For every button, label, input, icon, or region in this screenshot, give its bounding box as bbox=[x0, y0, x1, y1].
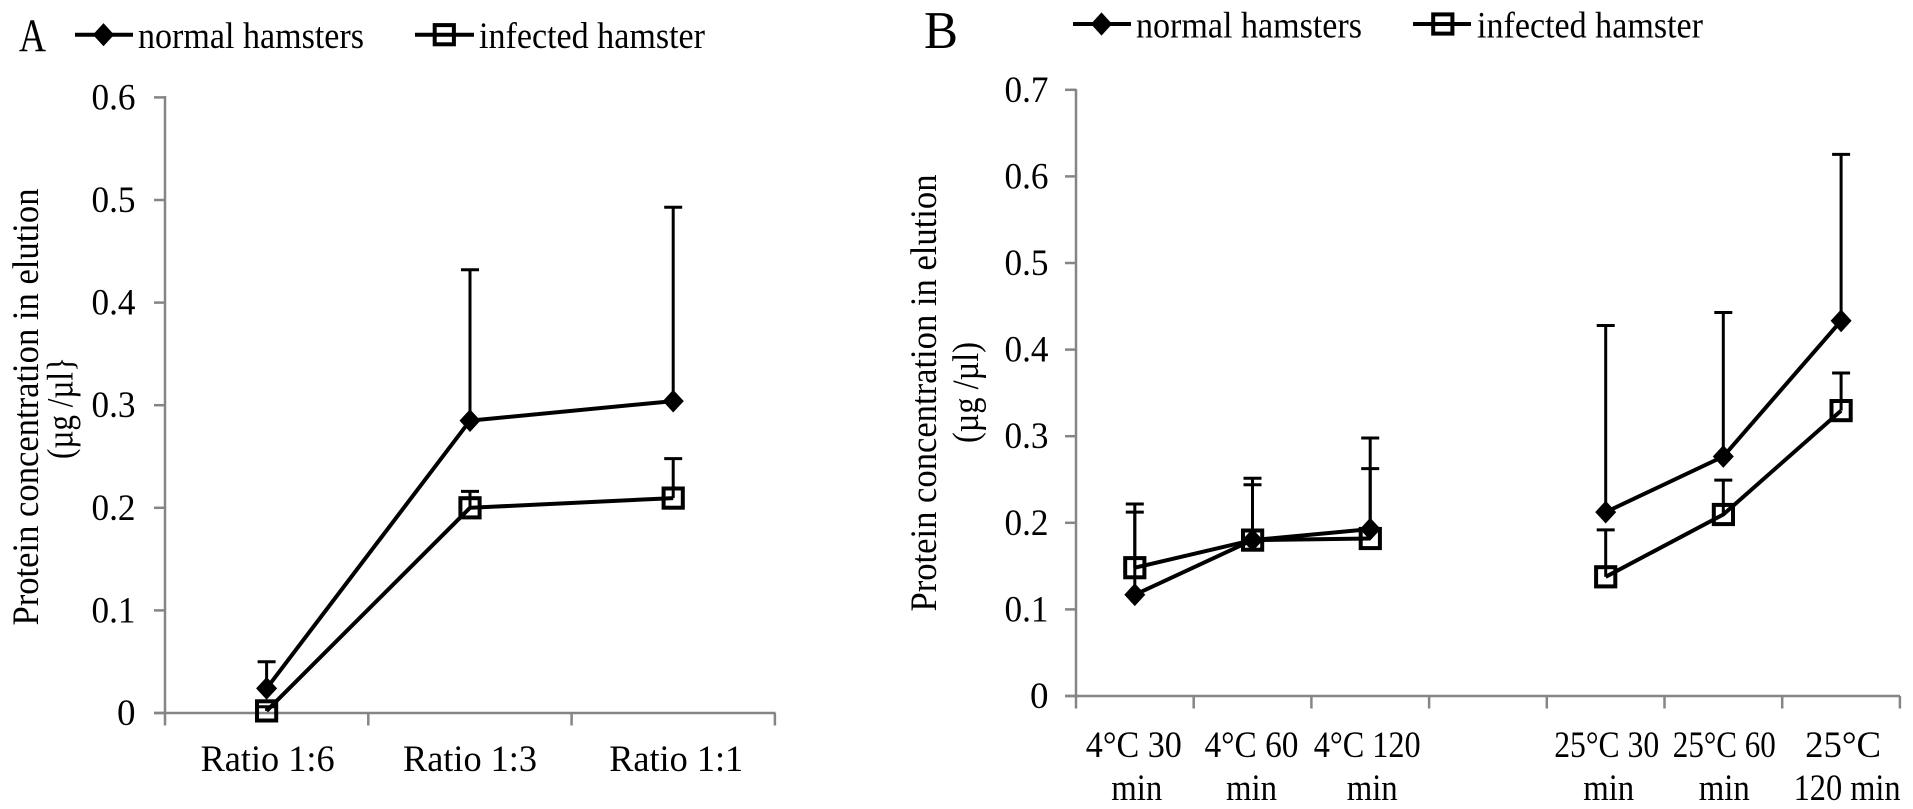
svg-text:25°C 30: 25°C 30 bbox=[1554, 725, 1659, 766]
svg-text:normal hamsters: normal hamsters bbox=[138, 16, 364, 57]
svg-text:min: min bbox=[1699, 768, 1750, 809]
svg-text:Protein concentration in eluti: Protein concentration in elution bbox=[6, 189, 47, 626]
svg-text:Ratio 1:1: Ratio 1:1 bbox=[609, 739, 743, 780]
svg-text:infected hamster: infected hamster bbox=[1477, 6, 1703, 47]
svg-text:min: min bbox=[1583, 768, 1634, 809]
svg-text:(µg /µl): (µg /µl) bbox=[946, 342, 987, 443]
svg-text:120 min: 120 min bbox=[1794, 768, 1901, 809]
svg-text:normal hamsters: normal hamsters bbox=[1136, 6, 1362, 47]
svg-text:0.6: 0.6 bbox=[1005, 156, 1049, 197]
svg-text:0.3: 0.3 bbox=[1005, 416, 1049, 457]
svg-text:25°C: 25°C bbox=[1805, 725, 1881, 766]
svg-text:min: min bbox=[1226, 768, 1277, 809]
svg-text:0.3: 0.3 bbox=[92, 385, 136, 426]
svg-text:infected hamster: infected hamster bbox=[479, 16, 705, 57]
svg-text:0: 0 bbox=[117, 693, 136, 734]
svg-text:0.7: 0.7 bbox=[1005, 70, 1049, 111]
svg-text:4°C 30: 4°C 30 bbox=[1086, 725, 1182, 766]
svg-text:0.4: 0.4 bbox=[92, 283, 136, 324]
svg-text:0.1: 0.1 bbox=[92, 590, 136, 631]
svg-text:4°C 60: 4°C 60 bbox=[1205, 725, 1299, 766]
svg-text:Ratio 1:6: Ratio 1:6 bbox=[201, 739, 335, 780]
svg-text:0.5: 0.5 bbox=[1005, 243, 1049, 284]
svg-text:(µg /µl}: (µg /µl} bbox=[41, 357, 82, 459]
svg-text:25°C 60: 25°C 60 bbox=[1673, 725, 1776, 766]
svg-text:Ratio 1:3: Ratio 1:3 bbox=[403, 739, 537, 780]
svg-text:0.1: 0.1 bbox=[1005, 589, 1049, 630]
svg-text:4°C 120: 4°C 120 bbox=[1314, 725, 1421, 766]
svg-text:0.2: 0.2 bbox=[92, 488, 136, 529]
svg-text:A: A bbox=[19, 10, 46, 62]
svg-text:0.2: 0.2 bbox=[1005, 503, 1049, 544]
svg-text:0.5: 0.5 bbox=[92, 180, 136, 221]
svg-text:0.6: 0.6 bbox=[92, 77, 136, 118]
svg-text:B: B bbox=[924, 2, 958, 60]
svg-text:Protein concentration in eluti: Protein concentration in elution bbox=[904, 175, 945, 612]
svg-text:0: 0 bbox=[1030, 676, 1049, 717]
svg-text:min: min bbox=[1347, 768, 1398, 809]
svg-text:min: min bbox=[1111, 768, 1162, 809]
svg-text:0.4: 0.4 bbox=[1005, 330, 1049, 371]
